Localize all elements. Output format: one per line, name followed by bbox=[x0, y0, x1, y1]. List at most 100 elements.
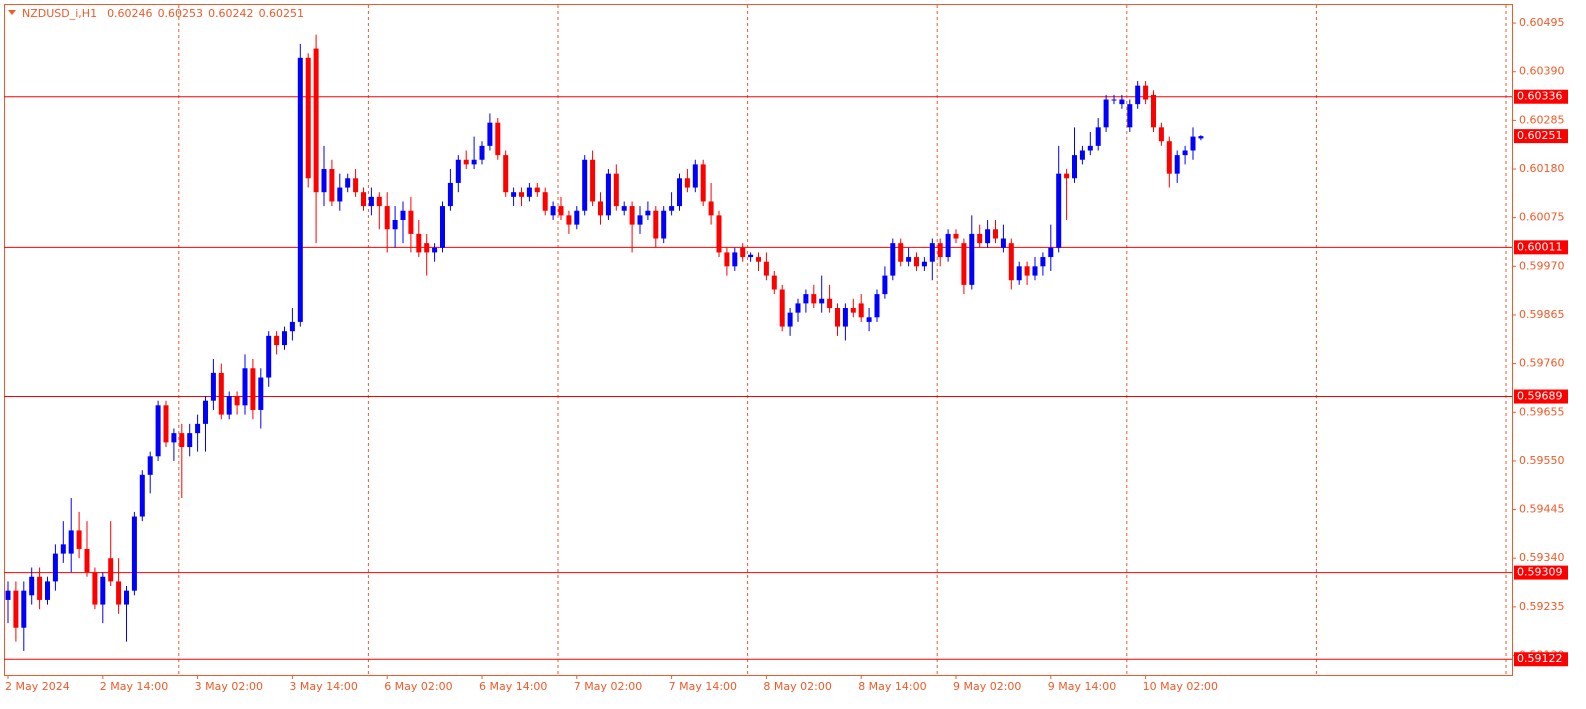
candle-body bbox=[487, 122, 493, 146]
candle-body bbox=[669, 206, 675, 211]
candle-body bbox=[605, 173, 611, 216]
level-label-box bbox=[1514, 89, 1568, 104]
candle-body bbox=[748, 254, 754, 258]
candle-body bbox=[1143, 85, 1149, 100]
x-tick-label: 9 May 02:00 bbox=[953, 680, 1021, 693]
level-label: 0.60336 bbox=[1517, 90, 1563, 103]
candle-body bbox=[629, 206, 635, 225]
level-label-box bbox=[1514, 652, 1568, 667]
header-high: 0.60253 bbox=[158, 7, 204, 20]
candle-body bbox=[1000, 238, 1006, 248]
candle-body bbox=[621, 206, 627, 211]
candle-body bbox=[1119, 99, 1125, 105]
candle-body bbox=[827, 298, 833, 309]
candle-body bbox=[1111, 99, 1117, 101]
candle-body bbox=[858, 303, 864, 318]
candle-body bbox=[511, 192, 517, 197]
candle-body bbox=[471, 159, 477, 165]
candle-body bbox=[226, 396, 232, 415]
candle-body bbox=[203, 400, 208, 424]
candle-body bbox=[756, 257, 761, 262]
candle-body bbox=[432, 247, 438, 253]
header-low: 0.60242 bbox=[208, 7, 254, 20]
candle-body bbox=[811, 294, 817, 304]
candle-body bbox=[21, 590, 27, 628]
candle-body bbox=[147, 456, 153, 475]
x-tick-label: 7 May 14:00 bbox=[669, 680, 737, 693]
candle-body bbox=[116, 581, 122, 605]
candle-body bbox=[1008, 243, 1014, 281]
candle-body bbox=[124, 590, 129, 605]
candle-body bbox=[313, 48, 319, 193]
y-tick-label: 0.59970 bbox=[1519, 259, 1565, 272]
candle-body bbox=[1064, 173, 1070, 179]
candle-body bbox=[582, 159, 588, 211]
y-tick-label: 0.59235 bbox=[1519, 600, 1565, 613]
candle-body bbox=[1079, 150, 1085, 160]
candle-body bbox=[384, 206, 390, 230]
candle-body bbox=[637, 215, 643, 225]
candle-body bbox=[993, 229, 998, 239]
candle-body bbox=[937, 243, 943, 258]
level-label-box bbox=[1514, 389, 1568, 404]
candle-body bbox=[258, 377, 264, 410]
candle-body bbox=[424, 243, 430, 253]
candle-body bbox=[139, 474, 145, 517]
candle-body bbox=[250, 368, 256, 410]
candle-body bbox=[590, 159, 596, 202]
y-tick-label: 0.60495 bbox=[1519, 16, 1565, 29]
candle-body bbox=[1198, 136, 1204, 139]
x-tick-label: 8 May 02:00 bbox=[763, 680, 831, 693]
candle-body bbox=[700, 164, 706, 202]
header-close: 0.60251 bbox=[259, 7, 305, 20]
candle-body bbox=[906, 257, 912, 262]
candle-body bbox=[353, 178, 359, 193]
candle-body bbox=[447, 182, 453, 207]
x-tick-label: 6 May 14:00 bbox=[479, 680, 547, 693]
candle-body bbox=[13, 590, 19, 628]
candle-body bbox=[195, 423, 201, 434]
candle-body bbox=[337, 187, 343, 202]
level-label: 0.59122 bbox=[1517, 652, 1563, 665]
candle-body bbox=[985, 229, 991, 244]
y-tick-label: 0.60285 bbox=[1519, 113, 1565, 126]
candle-body bbox=[1135, 85, 1141, 105]
candle-body bbox=[819, 298, 825, 304]
candle-body bbox=[803, 294, 809, 304]
level-label-box bbox=[1514, 565, 1568, 580]
candle-body bbox=[914, 257, 919, 267]
candle-body bbox=[60, 544, 66, 554]
candle-body bbox=[1182, 150, 1188, 156]
candle-body bbox=[684, 178, 690, 188]
x-tick-label: 2 May 14:00 bbox=[100, 680, 168, 693]
candle-body bbox=[771, 275, 777, 290]
candle-body bbox=[890, 243, 896, 276]
y-tick-label: 0.60075 bbox=[1519, 211, 1565, 224]
candle-body bbox=[155, 405, 161, 457]
level-label: 0.59309 bbox=[1517, 566, 1563, 579]
y-tick-label: 0.59655 bbox=[1519, 405, 1565, 418]
header-open: 0.60246 bbox=[107, 7, 153, 20]
candle-body bbox=[210, 372, 216, 401]
candle-body bbox=[1103, 99, 1109, 128]
candle-body bbox=[242, 368, 248, 406]
price-label: 0.60251 bbox=[1517, 129, 1563, 142]
candle-body bbox=[92, 572, 98, 605]
candle-body bbox=[969, 233, 975, 285]
level-label: 0.60011 bbox=[1517, 240, 1563, 253]
candle-body bbox=[961, 243, 967, 285]
candle-body bbox=[534, 187, 540, 193]
y-tick-label: 0.60390 bbox=[1519, 65, 1565, 78]
candle-body bbox=[842, 308, 848, 327]
candle-body bbox=[68, 530, 74, 554]
header-arrow[interactable] bbox=[8, 10, 16, 15]
candle-body bbox=[1024, 266, 1030, 276]
candle-body bbox=[1087, 145, 1093, 151]
plot-area bbox=[4, 5, 1512, 675]
candle-body bbox=[274, 335, 280, 346]
y-tick-label: 0.59865 bbox=[1519, 308, 1565, 321]
candle-body bbox=[763, 261, 769, 276]
candle-body bbox=[945, 233, 951, 258]
